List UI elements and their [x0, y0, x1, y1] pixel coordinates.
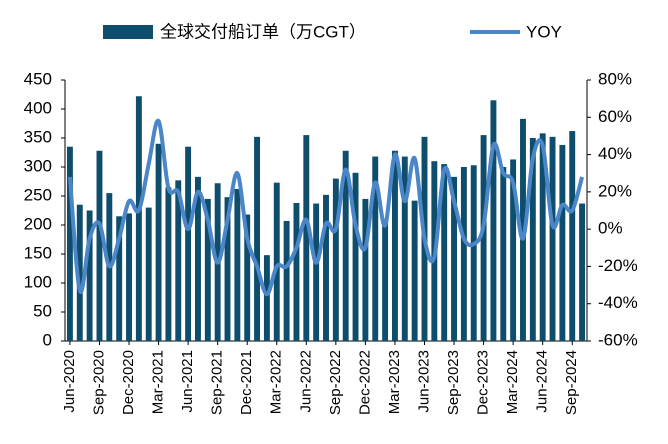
bar	[490, 100, 497, 341]
bar	[283, 220, 290, 341]
y2-tick-label: 20%	[598, 181, 632, 200]
bar	[195, 176, 201, 341]
bar	[411, 200, 418, 341]
x-tick-label: Jun-2020	[61, 350, 78, 413]
x-tick-label: Jun-2022	[297, 350, 314, 413]
bar	[204, 198, 211, 341]
bar	[234, 189, 241, 341]
x-tick-label: Dec-2020	[120, 350, 137, 415]
bar	[451, 176, 457, 341]
y2-tick-label: 40%	[598, 144, 632, 163]
legend-bar-swatch	[103, 25, 153, 39]
bar	[155, 143, 162, 341]
bar	[254, 136, 261, 341]
bar	[529, 138, 536, 341]
bar	[372, 156, 379, 341]
bar	[382, 220, 389, 341]
y-tick-label: 400	[24, 98, 52, 117]
y2-tick-label: 60%	[598, 107, 632, 126]
bar	[332, 178, 339, 341]
bar	[175, 180, 182, 341]
y-tick-label: 350	[24, 127, 52, 146]
y2-tick-label: -20%	[598, 256, 638, 275]
bar	[244, 214, 251, 341]
bar	[391, 150, 398, 341]
y2-tick-label: 80%	[598, 69, 632, 88]
x-tick-label: Dec-2022	[356, 350, 373, 415]
x-tick-label: Mar-2024	[504, 350, 521, 414]
legend-label: YOY	[526, 22, 562, 41]
x-tick-label: Sep-2023	[445, 350, 462, 415]
bar	[185, 146, 192, 341]
x-tick-label: Dec-2023	[475, 350, 492, 415]
bar	[480, 135, 487, 341]
y-tick-label: 150	[24, 243, 52, 262]
yoy-line	[67, 119, 585, 297]
bar	[500, 167, 507, 341]
bar	[66, 146, 73, 341]
y-tick-label: 200	[24, 214, 52, 233]
x-tick-label: Dec-2021	[238, 350, 255, 415]
y-tick-label: 50	[33, 301, 52, 320]
bar	[263, 255, 270, 341]
bar	[76, 204, 83, 341]
bar	[224, 197, 231, 341]
y-tick-label: 250	[24, 185, 52, 204]
bar	[116, 216, 123, 341]
y-tick-label: 450	[24, 69, 52, 88]
x-tick-label: Sep-2020	[90, 350, 107, 415]
bar	[323, 194, 329, 341]
bar	[273, 182, 280, 341]
x-tick-label: Jun-2024	[534, 350, 551, 413]
bar	[352, 172, 359, 341]
bar	[96, 150, 103, 341]
x-tick-label: Sep-2022	[327, 350, 344, 415]
bar	[86, 210, 93, 341]
x-tick-label: Mar-2022	[268, 350, 285, 414]
bar	[165, 187, 172, 341]
y2-tick-label: -40%	[598, 293, 638, 312]
bar	[470, 165, 477, 341]
x-tick-label: Mar-2021	[150, 350, 167, 414]
y-tick-label: 300	[24, 156, 52, 175]
x-tick-label: Jun-2021	[179, 350, 196, 413]
bar	[342, 150, 349, 341]
y2-tick-label: 0%	[598, 219, 623, 238]
bar	[441, 164, 448, 341]
bar	[510, 159, 517, 341]
bar	[549, 136, 556, 341]
bar	[126, 213, 132, 341]
bar	[579, 203, 586, 341]
bar	[362, 198, 369, 341]
bar	[559, 144, 566, 341]
bar	[401, 156, 408, 341]
bar	[303, 135, 310, 341]
bar	[145, 207, 152, 341]
legend-label: 全球交付船订单（万CGT）	[160, 22, 366, 41]
bar	[293, 202, 300, 341]
x-tick-label: Jun-2023	[415, 350, 432, 413]
bar	[135, 96, 142, 342]
x-tick-label: Sep-2024	[563, 350, 580, 415]
y-tick-label: 0	[43, 330, 52, 349]
x-tick-label: Sep-2021	[209, 350, 226, 415]
bar	[460, 167, 467, 341]
y-tick-label: 100	[24, 272, 52, 291]
x-tick-label: Mar-2023	[386, 350, 403, 414]
bar	[313, 203, 320, 341]
y2-tick-label: -60%	[598, 330, 638, 349]
bar	[569, 131, 576, 341]
bar	[539, 133, 546, 341]
